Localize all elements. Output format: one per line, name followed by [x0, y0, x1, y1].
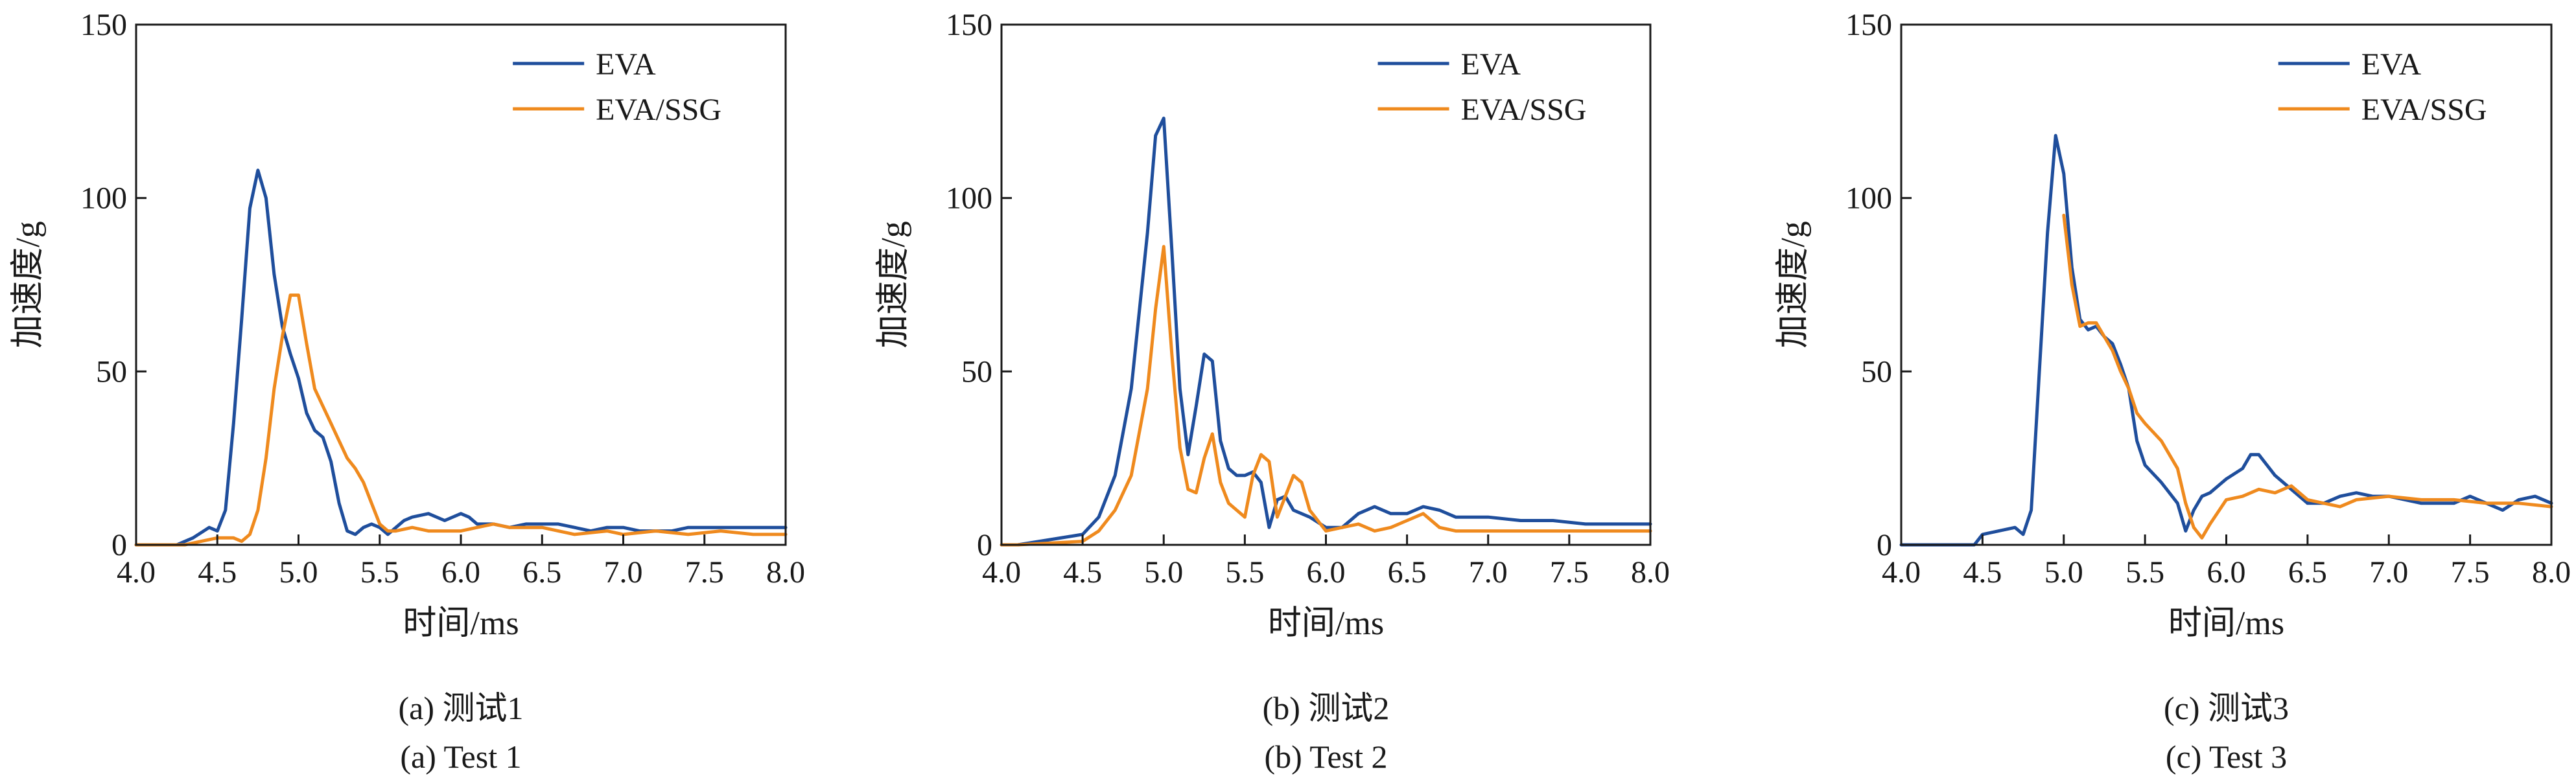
legend-label-eva-ssg: EVA/SSG: [2361, 93, 2487, 127]
x-tick-label: 7.5: [1550, 555, 1589, 590]
x-tick-label: 5.5: [360, 555, 399, 590]
y-tick-label: 150: [946, 8, 992, 42]
x-tick-label: 4.0: [982, 555, 1021, 590]
legend-label-eva: EVA: [1461, 47, 1521, 82]
chart-panel-3: 4.0 4.5 5.0 5.5 6.0 6.5 7.0 7.5 8.0 0 50 100 150 时间/m…: [1775, 8, 2571, 775]
x-tick-label: 6.5: [522, 555, 561, 590]
x-axis-label: 时间/ms: [1268, 605, 1384, 642]
x-tick-label: 7.0: [2369, 555, 2408, 590]
x-tick-label: 6.5: [1388, 555, 1427, 590]
legend-label-eva-ssg: EVA/SSG: [1461, 93, 1587, 127]
y-tick-label: 100: [1845, 181, 1892, 216]
caption-en: (b) Test 2: [1265, 739, 1388, 775]
x-tick-label: 4.5: [1963, 555, 2002, 590]
x-tick-label: 7.0: [1469, 555, 1508, 590]
y-tick-label: 150: [1845, 8, 1892, 42]
x-tick-label: 7.5: [2451, 555, 2490, 590]
chart-panel-2: 4.0 4.5 5.0 5.5 6.0 6.5 7.0 7.5 8.0 0 50 100 150 时间/m…: [875, 8, 1670, 775]
y-tick-label: 0: [111, 528, 127, 562]
caption-cn: (a) 测试1: [399, 690, 524, 726]
x-tick-label: 5.0: [279, 555, 318, 590]
x-tick-label: 4.5: [198, 555, 237, 590]
x-tick-label: 4.0: [1882, 555, 1921, 590]
chart-panel-1: 4.0 4.5 5.0 5.5 6.0 6.5 7.0 7.5 8.0 0 50 100 150 时间/m…: [10, 8, 805, 775]
x-tick-label: 5.0: [2044, 555, 2083, 590]
x-tick-label: 7.5: [685, 555, 724, 590]
x-tick-label: 4.0: [117, 555, 156, 590]
x-tick-label: 6.0: [2207, 555, 2246, 590]
x-tick-label: 8.0: [766, 555, 805, 590]
x-tick-label: 4.5: [1063, 555, 1102, 590]
x-axis-label: 时间/ms: [2168, 605, 2284, 642]
x-tick-label: 5.0: [1144, 555, 1183, 590]
x-tick-label: 8.0: [2532, 555, 2571, 590]
x-tick-label: 6.5: [2288, 555, 2327, 590]
x-tick-label: 7.0: [604, 555, 643, 590]
legend-label-eva: EVA: [596, 47, 656, 82]
y-tick-label: 0: [977, 528, 992, 562]
x-tick-label: 5.5: [2125, 555, 2164, 590]
caption-cn: (b) 测试2: [1263, 690, 1390, 726]
caption-en: (a) Test 1: [400, 739, 521, 775]
series-line-eva: [134, 168, 788, 547]
caption-cn: (c) 测试3: [2164, 690, 2289, 726]
x-axis-label: 时间/ms: [403, 605, 519, 642]
x-tick-label: 8.0: [1631, 555, 1670, 590]
y-tick-label: 0: [1877, 528, 1892, 562]
series-line-eva: [1000, 117, 1652, 547]
caption-en: (c) Test 3: [2166, 739, 2287, 775]
y-axis-label: 加速度/g: [875, 221, 912, 348]
series-line-eva-ssg: [1000, 245, 1652, 547]
y-tick-label: 50: [961, 354, 992, 389]
x-tick-label: 5.5: [1225, 555, 1264, 590]
y-tick-label: 100: [946, 181, 992, 216]
series-line-eva-ssg: [2062, 213, 2553, 540]
y-tick-label: 100: [80, 181, 127, 216]
y-axis-label: 加速度/g: [1775, 221, 1812, 348]
legend-label-eva-ssg: EVA/SSG: [596, 93, 721, 127]
series-line-eva: [1899, 133, 2553, 547]
x-tick-label: 6.0: [441, 555, 480, 590]
x-tick-label: 6.0: [1307, 555, 1346, 590]
y-tick-label: 50: [96, 354, 127, 389]
series-line-eva-ssg: [134, 293, 788, 547]
y-tick-label: 50: [1861, 354, 1892, 389]
y-tick-label: 150: [80, 8, 127, 42]
y-axis-label: 加速度/g: [10, 221, 47, 348]
legend-label-eva: EVA: [2361, 47, 2422, 82]
